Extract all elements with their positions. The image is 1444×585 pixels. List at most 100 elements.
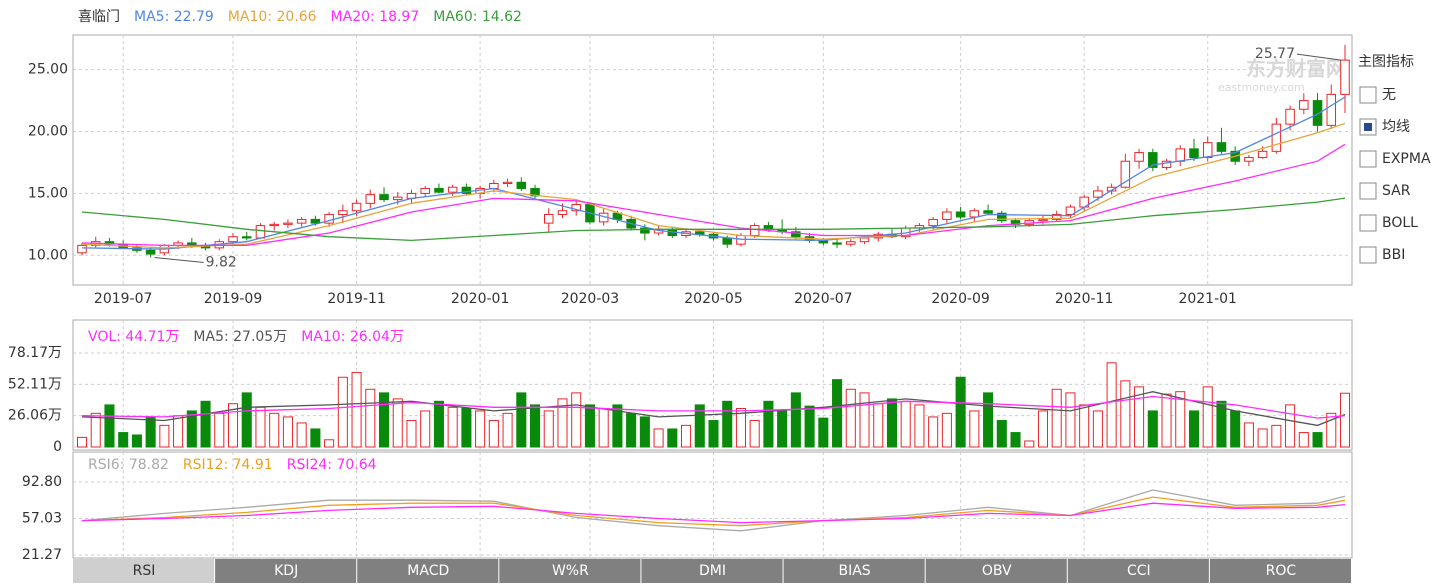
y-tick-label: 15.00 <box>28 185 68 201</box>
volume-bar <box>76 436 88 448</box>
volume-bar <box>749 420 760 448</box>
volume-bar <box>516 392 527 448</box>
candle-body <box>269 223 279 227</box>
annotation-arrow <box>1296 53 1342 61</box>
volume-bar <box>406 420 417 448</box>
volume-bar <box>1257 428 1268 448</box>
volume-bar <box>845 388 856 448</box>
volume-bar <box>873 403 884 448</box>
annotation-label: 9.82 <box>206 255 237 271</box>
candle-body <box>1161 160 1172 168</box>
legend-entry: 喜临门 <box>78 9 120 25</box>
candle-body <box>846 241 856 245</box>
candle-body <box>1312 100 1323 126</box>
tab-label[interactable]: W%R <box>552 563 589 579</box>
candle-body <box>283 222 293 225</box>
checkbox[interactable] <box>1359 246 1377 264</box>
y-tick-label: 78.17万 <box>8 345 62 361</box>
y-tick-label: 21.27 <box>22 547 62 563</box>
tab[interactable] <box>499 559 641 583</box>
candle-body <box>351 202 362 212</box>
tab-label[interactable]: CCI <box>1127 563 1151 579</box>
checkbox[interactable] <box>1359 150 1377 168</box>
candle-body <box>420 187 430 194</box>
volume-bar <box>996 420 1007 448</box>
legend-entry: MA20: 18.97 <box>331 9 420 25</box>
tab-label[interactable]: ROC <box>1266 563 1297 579</box>
volume-bar <box>900 400 911 448</box>
tab-label[interactable]: RSI <box>133 563 156 579</box>
rsi-panel <box>72 451 1353 559</box>
legend-entry: MA5: 22.79 <box>134 9 214 25</box>
candle-body <box>722 237 732 245</box>
volume-bar <box>969 410 980 448</box>
option-label[interactable]: BOLL <box>1382 215 1418 231</box>
legend-entry: RSI6: 78.82 <box>88 457 169 473</box>
option-label[interactable]: BBI <box>1382 247 1405 263</box>
tab[interactable] <box>1067 559 1209 583</box>
candle-body <box>296 218 307 224</box>
candle-body <box>969 210 980 218</box>
option-label[interactable]: 均线 <box>1382 119 1410 135</box>
volume-bar <box>1243 422 1254 448</box>
tab[interactable] <box>783 559 925 583</box>
candle-body <box>338 210 348 215</box>
tab-label[interactable]: OBV <box>982 563 1012 579</box>
x-tick-label: 2019-09 <box>204 291 263 307</box>
candle-body <box>447 186 458 193</box>
annotation-label: 25.77 <box>1255 46 1295 62</box>
tab[interactable] <box>73 559 215 583</box>
option-label[interactable]: SAR <box>1382 183 1411 199</box>
line-series <box>81 197 1346 242</box>
option-label[interactable]: EXPMA <box>1382 151 1431 167</box>
tab[interactable] <box>215 559 357 583</box>
candle-body <box>571 204 581 212</box>
tab[interactable] <box>641 559 783 583</box>
tab-label[interactable]: BIAS <box>839 563 871 579</box>
tab-label[interactable]: DMI <box>699 563 726 579</box>
option-label[interactable]: 无 <box>1382 87 1396 103</box>
y-tick-label: 0 <box>53 439 62 455</box>
legend-entry: VOL: 44.71万 <box>88 329 179 345</box>
tab[interactable] <box>357 559 499 583</box>
legend-entry: MA10: 26.04万 <box>301 329 404 345</box>
volume-bar <box>1271 424 1282 448</box>
volume-bar <box>1079 404 1090 448</box>
line-series <box>81 143 1346 247</box>
tab[interactable] <box>925 559 1067 583</box>
candle-body <box>1216 142 1227 152</box>
volume-bar <box>104 404 115 448</box>
candle-body <box>955 211 966 218</box>
x-tick-label: 2020-09 <box>931 291 990 307</box>
volume-bar <box>145 416 156 448</box>
volume-bar <box>433 400 444 448</box>
candle-body <box>1051 213 1062 220</box>
volume-bar <box>1202 386 1213 448</box>
x-tick-label: 2020-07 <box>794 291 853 307</box>
checkbox[interactable] <box>1359 214 1377 232</box>
volume-bar <box>1298 432 1309 448</box>
candle-body <box>145 249 156 255</box>
volume-bar <box>914 404 925 448</box>
x-tick-label: 2020-11 <box>1055 291 1114 307</box>
tab-label[interactable]: MACD <box>407 563 449 579</box>
checkbox[interactable] <box>1359 86 1377 104</box>
volume-bar <box>173 415 184 448</box>
tab[interactable] <box>1209 559 1351 583</box>
panel-title: 主图指标 <box>1358 54 1414 70</box>
x-tick-label: 2019-11 <box>327 291 386 307</box>
candle-body <box>1299 100 1309 110</box>
candle-body <box>1038 218 1048 222</box>
volume-bar <box>1092 410 1103 448</box>
volume-bar <box>1285 404 1296 448</box>
volume-bar <box>543 410 554 448</box>
volume-bar <box>804 405 815 448</box>
volume-bar <box>337 376 348 448</box>
y-tick-label: 25.00 <box>28 62 68 78</box>
candle-body <box>928 218 938 227</box>
volume-bar <box>200 400 211 448</box>
tab-label[interactable]: KDJ <box>274 563 298 579</box>
checkbox[interactable] <box>1359 182 1377 200</box>
